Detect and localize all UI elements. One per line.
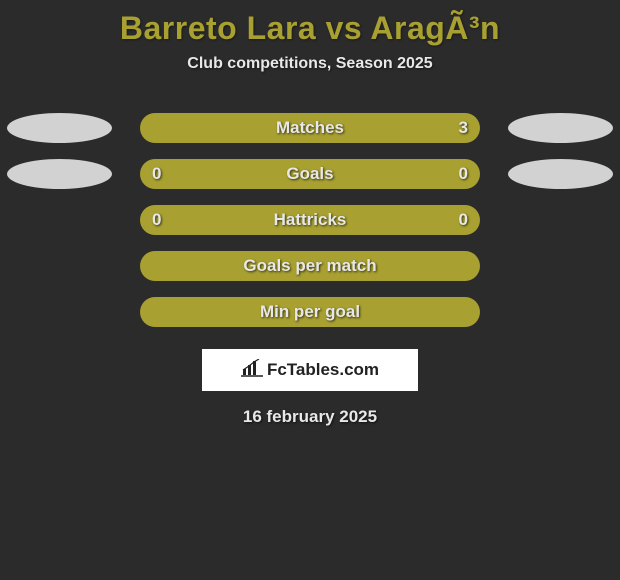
stats-rows: Matches30Goals00Hattricks0Goals per matc… bbox=[0, 111, 620, 341]
stat-right-value: 3 bbox=[459, 118, 468, 138]
stat-row: Goals per match bbox=[0, 249, 620, 295]
stat-row: Min per goal bbox=[0, 295, 620, 341]
comparison-card: Barreto Lara vs AragÃ³n Club competition… bbox=[0, 0, 620, 427]
stat-bar: 0Goals0 bbox=[140, 159, 480, 189]
stat-left-value: 0 bbox=[152, 164, 161, 184]
player-right-ellipse bbox=[508, 113, 613, 143]
stat-bar: Min per goal bbox=[140, 297, 480, 327]
stat-label: Goals per match bbox=[140, 256, 480, 276]
page-title: Barreto Lara vs AragÃ³n bbox=[0, 6, 620, 55]
stat-bar: Goals per match bbox=[140, 251, 480, 281]
stat-bar: 0Hattricks0 bbox=[140, 205, 480, 235]
stat-right-value: 0 bbox=[459, 210, 468, 230]
player-right-ellipse bbox=[508, 159, 613, 189]
stat-row: Matches3 bbox=[0, 111, 620, 157]
stat-label: Min per goal bbox=[140, 302, 480, 322]
stat-row: 0Hattricks0 bbox=[0, 203, 620, 249]
stat-label: Goals bbox=[140, 164, 480, 184]
stat-left-value: 0 bbox=[152, 210, 161, 230]
logo-box: FcTables.com bbox=[202, 349, 418, 391]
page-subtitle: Club competitions, Season 2025 bbox=[0, 55, 620, 111]
stat-row: 0Goals0 bbox=[0, 157, 620, 203]
player-left-ellipse bbox=[7, 159, 112, 189]
stat-bar: Matches3 bbox=[140, 113, 480, 143]
logo-text: FcTables.com bbox=[267, 360, 379, 380]
player-left-ellipse bbox=[7, 113, 112, 143]
stat-right-value: 0 bbox=[459, 164, 468, 184]
bar-chart-icon bbox=[241, 359, 263, 382]
stat-label: Matches bbox=[140, 118, 480, 138]
date-label: 16 february 2025 bbox=[0, 407, 620, 427]
stat-label: Hattricks bbox=[140, 210, 480, 230]
